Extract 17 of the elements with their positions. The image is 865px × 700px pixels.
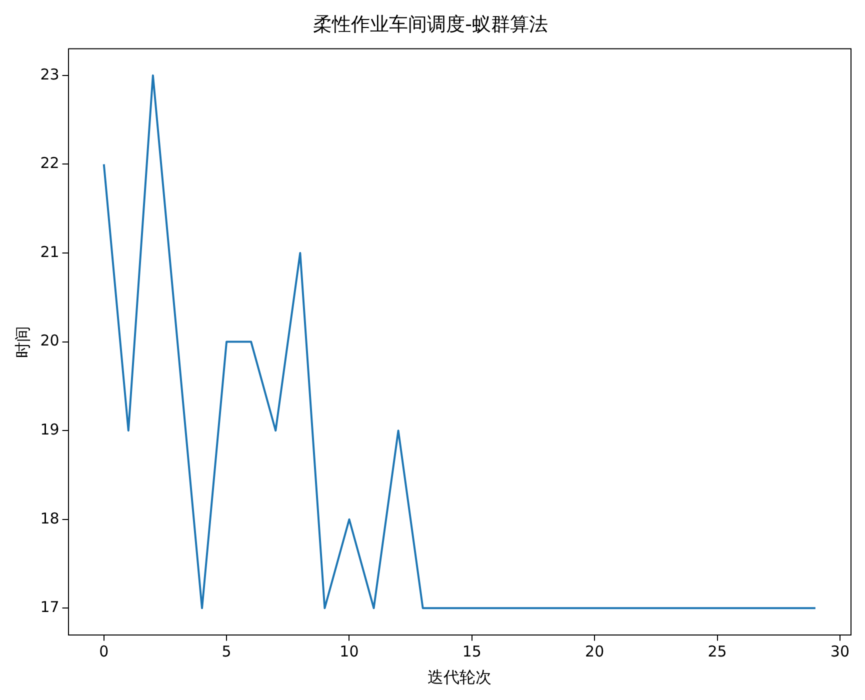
x-tick-label: 10 (340, 642, 359, 661)
y-tick-label: 20 (40, 332, 60, 350)
y-tick-label: 19 (40, 420, 60, 438)
y-tick-label: 21 (40, 242, 60, 261)
x-tick-label: 0 (99, 642, 109, 661)
x-tick-label: 5 (222, 642, 232, 661)
y-tick-label: 23 (40, 65, 60, 84)
y-axis-title: 时间 (12, 326, 32, 358)
y-tick-label: 17 (40, 598, 60, 616)
y-tick-label: 18 (40, 509, 60, 528)
y-tick-label: 22 (40, 154, 60, 172)
x-tick-label: 20 (585, 642, 604, 661)
chart-title: 柔性作业车间调度-蚁群算法 (313, 13, 548, 36)
x-tick-label: 30 (830, 642, 850, 661)
x-tick-label: 25 (708, 642, 727, 661)
x-axis-title: 迭代轮次 (428, 668, 492, 687)
x-tick-label: 15 (462, 642, 482, 661)
